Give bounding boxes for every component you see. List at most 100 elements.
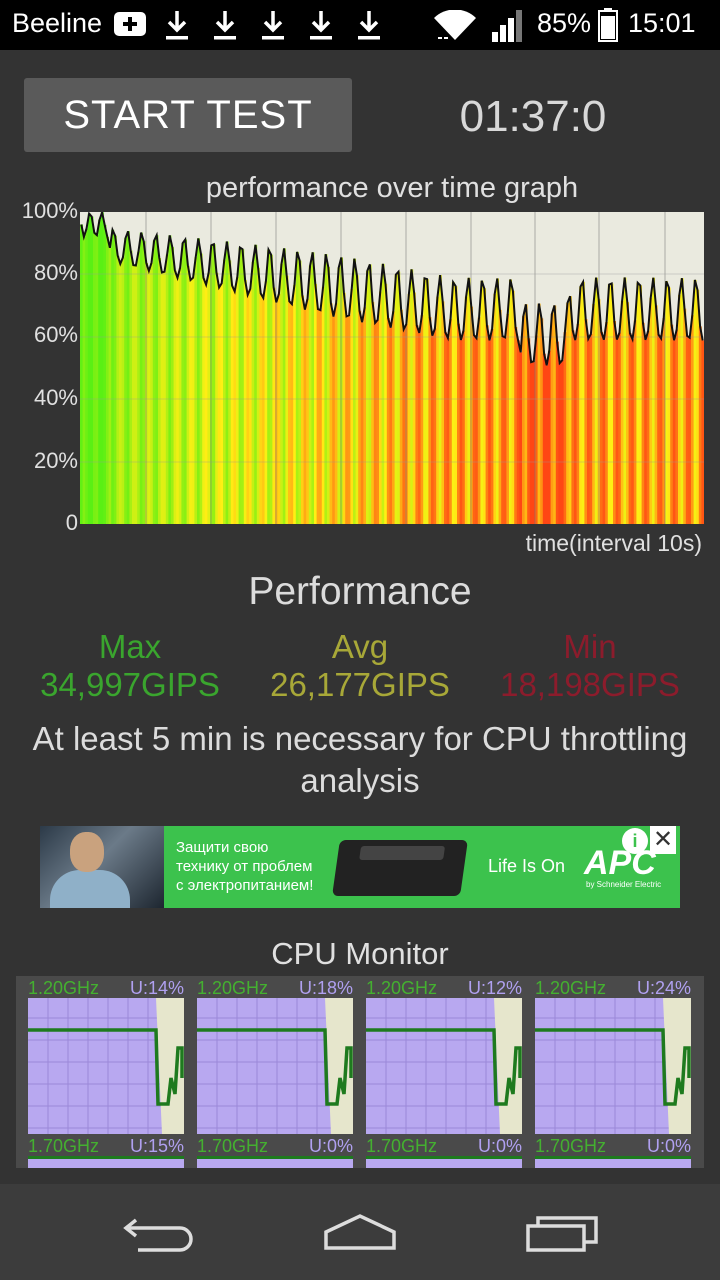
ad-info-icon[interactable]: i — [622, 828, 648, 854]
graph-bar — [451, 282, 455, 524]
y-tick-label: 60% — [33, 322, 78, 347]
home-icon[interactable] — [322, 1212, 398, 1252]
graph-bar — [139, 232, 143, 524]
graph-bar — [475, 338, 479, 524]
graph-bar — [171, 247, 174, 524]
navigation-bar — [0, 1184, 720, 1280]
back-icon[interactable] — [122, 1214, 198, 1254]
graph-bar — [202, 277, 206, 524]
start-test-button[interactable]: START TEST — [24, 78, 352, 152]
max-value: 34,997GIPS — [40, 666, 220, 703]
graph-bar — [132, 265, 135, 524]
graph-bar — [615, 339, 619, 524]
y-tick-label: 40% — [33, 385, 78, 410]
graph-bar — [272, 287, 276, 524]
graph-bar — [607, 284, 611, 524]
graph-bar — [623, 277, 627, 524]
graph-bar — [332, 316, 336, 524]
graph-bar — [667, 287, 671, 524]
min-value: 18,198GIPS — [500, 666, 680, 703]
graph-bar — [636, 282, 640, 524]
graph-bar — [360, 322, 364, 524]
graph-bar — [262, 297, 265, 524]
graph-bar — [384, 283, 388, 524]
graph-bar — [100, 212, 104, 524]
graph-bar — [160, 272, 164, 524]
graph-bar — [381, 263, 385, 524]
graph-bar — [592, 303, 596, 524]
graph-bar — [522, 316, 525, 524]
core-frequency: 1.20GHz — [366, 978, 438, 998]
min-stat: Min 18,198GIPS — [470, 628, 710, 704]
ad-sub-brand: by Schneider Electric — [586, 880, 662, 889]
core-frequency-plot — [28, 998, 184, 1134]
graph-bar — [295, 251, 299, 524]
cpu-monitor-panel: 1.20GHz U:14% 1.70GHz U:15% 1.20GHz U:18… — [16, 976, 704, 1168]
graph-bar — [366, 270, 369, 524]
graph-bar — [308, 265, 312, 524]
graph-bar — [535, 335, 538, 524]
graph-bar — [150, 262, 154, 524]
graph-bar — [488, 340, 492, 524]
graph-bar — [496, 278, 499, 524]
graph-bar — [111, 229, 115, 524]
graph-bar — [657, 334, 661, 524]
core-usage: U:18% — [298, 978, 353, 998]
graph-bar — [568, 296, 572, 524]
graph-bar — [230, 285, 234, 524]
graph-bar — [696, 289, 700, 524]
graph-bar — [428, 317, 432, 524]
graph-bar — [158, 257, 161, 524]
graph-bar — [423, 278, 427, 524]
ad-close-icon[interactable]: ✕ — [650, 826, 676, 854]
cpu-monitor-title: CPU Monitor — [271, 936, 449, 971]
graph-bar — [152, 240, 156, 524]
graph-bar — [399, 309, 403, 524]
graph-bar — [204, 284, 208, 524]
core-usage: U:24% — [636, 978, 691, 998]
graph-bar — [483, 288, 486, 524]
graph-bar — [540, 318, 544, 524]
graph-bar — [228, 260, 232, 524]
core-usage: U:12% — [467, 978, 522, 998]
graph-bar — [685, 335, 689, 524]
graph-bar — [319, 310, 323, 524]
graph-bar — [103, 224, 107, 524]
core-plot-idle-area — [325, 998, 353, 1134]
x-axis-label: time(interval 10s) — [525, 530, 702, 556]
graph-bar — [641, 322, 645, 524]
graph-bar — [550, 313, 554, 524]
graph-bar — [579, 286, 583, 524]
graph-bar — [545, 365, 549, 524]
clock: 15:01 — [628, 8, 696, 38]
elapsed-timer: 01:37:0 — [459, 92, 607, 141]
core-frequency-line — [28, 1028, 184, 1106]
y-tick-label: 100% — [21, 198, 78, 223]
core-usage-2: U:15% — [129, 1136, 184, 1156]
graph-title: performance over time graph — [205, 172, 579, 204]
graph-bar — [464, 296, 468, 524]
graph-bar — [459, 340, 463, 524]
graph-bar — [574, 340, 577, 524]
graph-bar — [337, 267, 341, 524]
graph-bar — [701, 340, 704, 524]
ad-banner[interactable]: Защити свою технику от проблем с электро… — [40, 826, 680, 908]
graph-bar — [566, 302, 570, 524]
graph-bar — [194, 257, 198, 524]
graph-bar — [498, 309, 502, 524]
graph-bar — [267, 249, 271, 524]
graph-bar — [119, 263, 122, 524]
graph-bar — [147, 270, 151, 524]
graph-bar — [134, 265, 138, 524]
ad-text: Защити свою технику от проблем с электро… — [176, 839, 314, 894]
graph-bar — [207, 272, 211, 524]
graph-bar — [298, 260, 302, 524]
core-frequency-line — [366, 1028, 522, 1106]
graph-bar — [506, 313, 510, 524]
graph-bar — [659, 338, 663, 524]
graph-bar — [698, 326, 702, 524]
plus-icon — [114, 12, 146, 36]
y-tick-label: 0 — [65, 510, 78, 535]
graph-bar — [256, 267, 260, 524]
recent-apps-icon[interactable] — [524, 1212, 600, 1252]
